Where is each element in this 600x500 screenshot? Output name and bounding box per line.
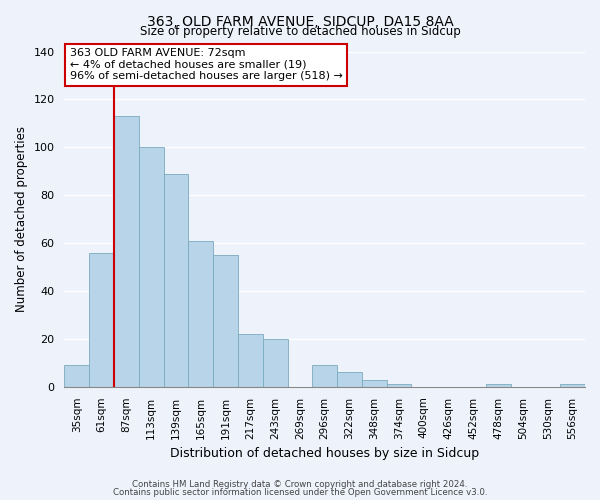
X-axis label: Distribution of detached houses by size in Sidcup: Distribution of detached houses by size … xyxy=(170,447,479,460)
Bar xyxy=(238,334,263,387)
Bar xyxy=(313,366,337,387)
Bar xyxy=(560,384,585,387)
Y-axis label: Number of detached properties: Number of detached properties xyxy=(15,126,28,312)
Bar xyxy=(263,339,287,387)
Bar xyxy=(139,148,164,387)
Bar xyxy=(486,384,511,387)
Bar xyxy=(164,174,188,387)
Bar xyxy=(188,240,213,387)
Text: Contains HM Land Registry data © Crown copyright and database right 2024.: Contains HM Land Registry data © Crown c… xyxy=(132,480,468,489)
Text: 363 OLD FARM AVENUE: 72sqm
← 4% of detached houses are smaller (19)
96% of semi-: 363 OLD FARM AVENUE: 72sqm ← 4% of detac… xyxy=(70,48,343,82)
Text: Contains public sector information licensed under the Open Government Licence v3: Contains public sector information licen… xyxy=(113,488,487,497)
Text: 363, OLD FARM AVENUE, SIDCUP, DA15 8AA: 363, OLD FARM AVENUE, SIDCUP, DA15 8AA xyxy=(146,15,454,29)
Bar xyxy=(89,252,114,387)
Bar xyxy=(337,372,362,387)
Text: Size of property relative to detached houses in Sidcup: Size of property relative to detached ho… xyxy=(140,25,460,38)
Bar xyxy=(114,116,139,387)
Bar xyxy=(64,366,89,387)
Bar xyxy=(386,384,412,387)
Bar xyxy=(213,255,238,387)
Bar xyxy=(362,380,386,387)
